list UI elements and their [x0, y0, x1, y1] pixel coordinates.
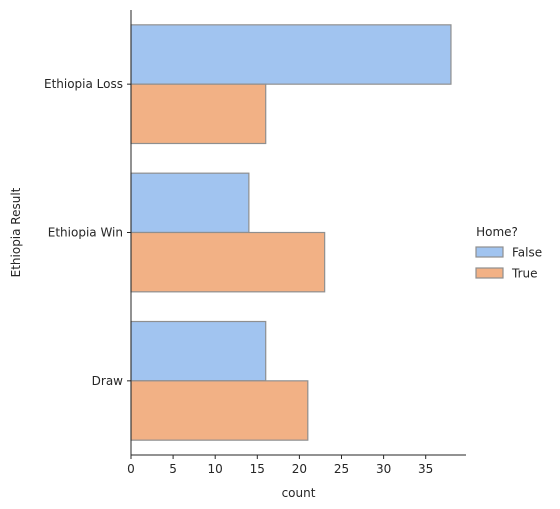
x-tick-label: 20 — [292, 462, 307, 476]
legend-title: Home? — [476, 225, 518, 239]
x-tick-label: 35 — [418, 462, 433, 476]
y-tick-label: Ethiopia Loss — [44, 77, 123, 91]
x-tick-label: 30 — [376, 462, 391, 476]
y-tick-label: Ethiopia Win — [48, 226, 123, 240]
y-axis: Ethiopia Result Ethiopia Loss Ethiopia Wi… — [9, 10, 132, 455]
bar-true-ethiopia-loss — [130, 83, 267, 145]
x-axis-label: count — [282, 486, 316, 500]
bar-true-draw — [130, 380, 309, 441]
legend-label-false: False — [512, 246, 542, 260]
bar-false-draw — [130, 320, 267, 382]
x-tick-label: 10 — [208, 462, 223, 476]
x-tick-label: 5 — [169, 462, 177, 476]
x-tick-label: 0 — [127, 462, 135, 476]
bar-false-ethiopia-win — [130, 172, 250, 234]
bar-true-ethiopia-win — [130, 231, 326, 293]
legend: Home? False True — [475, 225, 542, 281]
legend-swatch-false — [475, 246, 504, 258]
legend-label-true: True — [511, 267, 538, 281]
bar-false-ethiopia-loss — [130, 24, 452, 85]
y-axis-label: Ethiopia Result — [9, 187, 23, 277]
x-axis: count 0 5 10 15 20 25 30 35 — [127, 454, 466, 500]
legend-swatch-true — [475, 267, 504, 279]
plot-area — [130, 24, 452, 441]
x-tick-label: 25 — [334, 462, 349, 476]
y-tick-label: Draw — [92, 374, 124, 388]
x-tick-label: 15 — [250, 462, 265, 476]
